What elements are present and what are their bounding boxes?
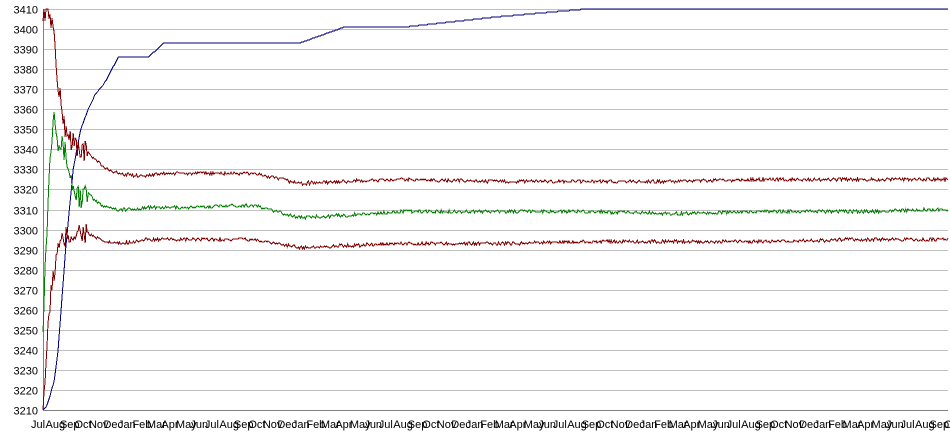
x-tick-label: Oct xyxy=(422,419,439,431)
x-tick-label: May xyxy=(524,419,545,431)
x-tick-label: Feb xyxy=(132,419,151,431)
x-tick-label: Aug xyxy=(45,419,65,431)
x-tick-label: Sep xyxy=(930,419,950,431)
x-tick-label: Dec xyxy=(277,419,297,431)
y-tick-label: 3280 xyxy=(14,266,38,278)
y-tick-label: 3390 xyxy=(14,45,38,57)
y-tick-label: 3240 xyxy=(14,346,38,358)
x-tick-label: Nov xyxy=(89,419,109,431)
grid-lines xyxy=(43,9,948,411)
y-tick-label: 3320 xyxy=(14,185,38,197)
x-tick-label: Jul xyxy=(727,419,741,431)
y-tick-label: 3350 xyxy=(14,125,38,137)
x-tick-label: Jun xyxy=(538,419,556,431)
x-tick-label: Jun xyxy=(364,419,382,431)
y-tick-label: 3270 xyxy=(14,286,38,298)
x-tick-label: Jun xyxy=(190,419,208,431)
x-tick-label: Dec xyxy=(799,419,819,431)
x-tick-label: Oct xyxy=(770,419,787,431)
x-tick-label: Jun xyxy=(886,419,904,431)
x-tick-label: Mar xyxy=(321,419,340,431)
x-tick-label: Jul xyxy=(31,419,45,431)
series-lines xyxy=(42,8,949,411)
x-tick-label: Jun xyxy=(712,419,730,431)
x-tick-label: Aug xyxy=(915,419,935,431)
series-line xyxy=(42,8,948,411)
x-tick-label: Mar xyxy=(669,419,688,431)
y-tick-label: 3370 xyxy=(14,85,38,97)
series-line xyxy=(42,8,949,187)
y-tick-label: 3330 xyxy=(14,165,38,177)
x-tick-label: Apr xyxy=(161,419,178,431)
x-tick-label: Apr xyxy=(509,419,526,431)
x-tick-label: Jan xyxy=(118,419,136,431)
y-tick-label: 3300 xyxy=(14,226,38,238)
x-tick-label: Mar xyxy=(843,419,862,431)
x-tick-label: Dec xyxy=(451,419,471,431)
y-tick-label: 3360 xyxy=(14,105,38,117)
x-tick-label: May xyxy=(872,419,893,431)
x-tick-label: Feb xyxy=(480,419,499,431)
x-tick-label: Jul xyxy=(379,419,393,431)
x-tick-label: Jan xyxy=(640,419,658,431)
x-tick-label: Aug xyxy=(393,419,413,431)
x-tick-label: Nov xyxy=(611,419,631,431)
series-line xyxy=(42,111,949,333)
x-tick-label: Oct xyxy=(248,419,265,431)
x-tick-label: Sep xyxy=(234,419,254,431)
x-tick-label: Jul xyxy=(205,419,219,431)
y-tick-label: 3230 xyxy=(14,366,38,378)
x-tick-label: Nov xyxy=(437,419,457,431)
x-tick-label: Feb xyxy=(828,419,847,431)
x-tick-label: Sep xyxy=(408,419,428,431)
y-tick-labels: 3210 3220 3230 3240 3250 3260 3270 3280 3290 3300… xyxy=(14,5,38,418)
y-tick-label: 3220 xyxy=(14,386,38,398)
x-tick-label: Feb xyxy=(306,419,325,431)
x-tick-label: Jan xyxy=(466,419,484,431)
x-tick-label: Aug xyxy=(741,419,761,431)
x-tick-label: Mar xyxy=(495,419,514,431)
y-tick-label: 3380 xyxy=(14,65,38,77)
y-tick-label: 3210 xyxy=(14,406,38,418)
x-tick-label: Sep xyxy=(582,419,602,431)
x-tick-label: Oct xyxy=(944,419,950,431)
x-tick-label: Apr xyxy=(683,419,700,431)
x-tick-label: Dec xyxy=(103,419,123,431)
y-tick-label: 3310 xyxy=(14,206,38,218)
x-tick-label: Jan xyxy=(814,419,832,431)
x-tick-label: Jul xyxy=(553,419,567,431)
x-tick-label: Jan xyxy=(292,419,310,431)
x-tick-label: Oct xyxy=(74,419,91,431)
x-tick-label: Sep xyxy=(60,419,80,431)
x-tick-label: Aug xyxy=(219,419,239,431)
x-tick-label: Sep xyxy=(756,419,776,431)
x-tick-label: Feb xyxy=(654,419,673,431)
axes xyxy=(43,9,948,411)
y-tick-label: 3410 xyxy=(14,5,38,17)
x-tick-label: Nov xyxy=(785,419,805,431)
x-tick-label: Oct xyxy=(596,419,613,431)
x-tick-label: Nov xyxy=(263,419,283,431)
x-tick-label: Aug xyxy=(567,419,587,431)
x-tick-label: Apr xyxy=(335,419,352,431)
y-tick-label: 3340 xyxy=(14,145,38,157)
x-tick-label: Jul xyxy=(901,419,915,431)
x-tick-label: May xyxy=(176,419,197,431)
y-tick-label: 3250 xyxy=(14,326,38,338)
y-tick-label: 3290 xyxy=(14,246,38,258)
x-tick-label: May xyxy=(698,419,719,431)
y-tick-label: 3400 xyxy=(14,25,38,37)
x-tick-label: Dec xyxy=(625,419,645,431)
x-tick-label: Mar xyxy=(147,419,166,431)
x-tick-label: Apr xyxy=(857,419,874,431)
x-tick-label: May xyxy=(350,419,371,431)
y-tick-label: 3260 xyxy=(14,306,38,318)
series-line xyxy=(42,223,949,411)
